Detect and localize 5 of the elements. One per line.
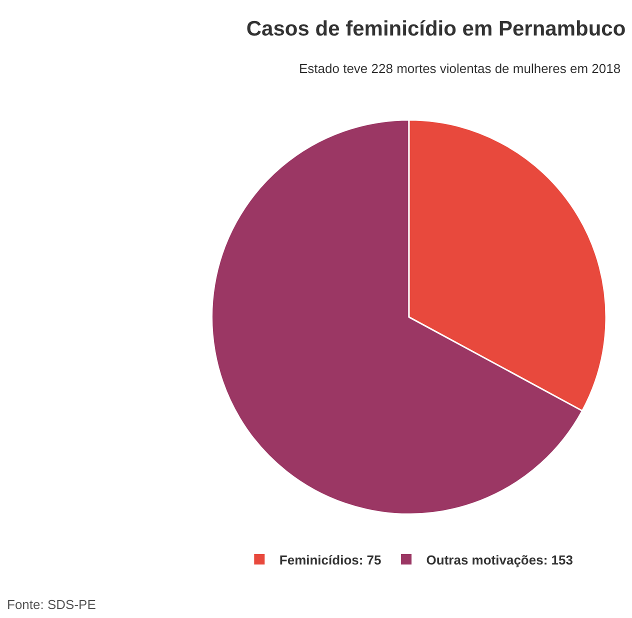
chart-title: Casos de feminicídio em Pernambuco [246, 17, 626, 40]
chart-subtitle: Estado teve 228 mortes violentas de mulheres em 2018 [299, 61, 621, 76]
legend-label: Outras motivações: 153 [426, 552, 573, 568]
legend-label: Feminicídios: 75 [279, 552, 382, 568]
source-note: Fonte: SDS-PE [7, 597, 96, 612]
